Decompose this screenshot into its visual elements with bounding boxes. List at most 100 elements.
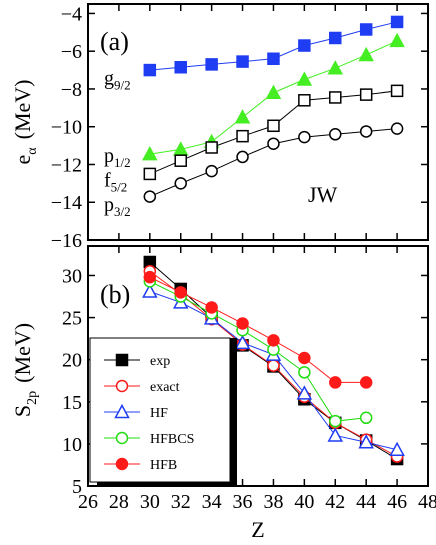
panel-a-data-point xyxy=(205,141,218,154)
legend-items: exp exact HF HFBCS HFB xyxy=(104,353,194,473)
panel-a-data-point xyxy=(390,84,404,98)
panel-b-y-axis-title: S2p (MeV) xyxy=(10,323,40,417)
panel-a-data-point xyxy=(205,164,218,178)
panel-a-data-point xyxy=(143,167,157,181)
panel-a-data-point xyxy=(205,58,218,71)
level-label-base: p xyxy=(104,194,114,216)
panel-a-data-point xyxy=(236,55,249,68)
panel-a-data-point xyxy=(296,71,313,86)
x-tick-label: 40 xyxy=(294,491,314,513)
x-tick-label: 36 xyxy=(233,491,253,513)
panel-b-data-point xyxy=(174,286,187,299)
x-axis-title: Z xyxy=(251,517,264,542)
panel-a-level-labels: g9/2p1/2f5/2p3/2 xyxy=(104,68,131,219)
panel-b-data-point xyxy=(267,359,280,372)
level-label-subscript: 3/2 xyxy=(114,204,131,219)
panel-a-data-point xyxy=(359,125,373,138)
panel-a-data-point xyxy=(298,39,311,52)
panel-b-data-point xyxy=(329,376,342,389)
panel-a-y-tick-label: −10 xyxy=(51,117,82,139)
panel-a-data-point xyxy=(329,128,342,141)
x-tick-label: 32 xyxy=(171,491,191,513)
x-tick-label: 30 xyxy=(140,491,160,513)
panel-b-data-point xyxy=(298,351,311,365)
panel-a-y-axis-subscript: α xyxy=(25,147,40,155)
panel-b-data-point xyxy=(236,317,249,330)
panel-b-data-point xyxy=(358,434,374,449)
panel-a-data-point xyxy=(267,137,280,150)
level-label: p3/2 xyxy=(104,194,131,219)
panel-a-data-point xyxy=(172,141,189,156)
panel-a-series xyxy=(142,15,405,203)
panel-b-data-point xyxy=(205,301,218,314)
panel-b-ticks: 5 10 15 20 25 30 26 28 30 32 34 36 38 40 42 44 46 48 xyxy=(62,246,436,513)
panel-a-data-point xyxy=(143,190,157,203)
level-label-subscript: 5/2 xyxy=(111,180,128,195)
legend-label: exact xyxy=(150,380,180,395)
legend-marker xyxy=(115,457,129,471)
panel-b-y-tick-label: 15 xyxy=(62,392,82,414)
panel-a-data-point xyxy=(327,60,344,75)
panel-b-y-tick-label: 25 xyxy=(62,308,82,330)
level-label: p1/2 xyxy=(104,145,131,170)
x-tick-label: 26 xyxy=(78,491,98,513)
level-label: g9/2 xyxy=(104,68,131,93)
legend-marker xyxy=(115,431,129,445)
panel-a-data-point xyxy=(389,32,405,48)
panel-a-data-point xyxy=(236,150,249,164)
legend-label: HF xyxy=(150,406,168,421)
panel-b-series xyxy=(142,255,405,466)
panel-a-y-tick-label: −16 xyxy=(51,230,82,252)
x-tick-label: 42 xyxy=(325,491,345,513)
panel-b-y-tick-label: 30 xyxy=(62,265,82,287)
legend-label: HFBCS xyxy=(150,432,194,447)
panel-a-ticks: −16 −14 −12 −10 −8 −6 −4 xyxy=(51,3,429,252)
panel-a-y-tick-label: −4 xyxy=(61,3,82,25)
panel-a-data-point xyxy=(174,60,187,74)
level-label-base: g xyxy=(104,68,114,90)
panel-a-data-point xyxy=(267,52,280,66)
legend-marker xyxy=(115,379,129,393)
panel-b-data-point xyxy=(267,334,280,347)
panel-b-data-point xyxy=(327,427,344,442)
x-tick-label: 38 xyxy=(263,491,283,513)
panel-a-data-point xyxy=(174,177,187,190)
legend-label: HFB xyxy=(150,458,177,473)
panel-a-data-point xyxy=(143,63,157,77)
panel-b-y-tick-label: 20 xyxy=(62,350,82,372)
panel-b-y-axis-subscript: 2p xyxy=(25,391,40,405)
panel-a-data-point xyxy=(329,91,342,104)
panel-b-data-point xyxy=(329,414,342,428)
level-label-base: f xyxy=(104,170,111,192)
panel-a-data-point xyxy=(298,130,311,144)
panel-a-data-point xyxy=(359,23,373,36)
panel-b-y-tick-label: 5 xyxy=(72,476,82,498)
panel-a-data-point xyxy=(358,46,374,62)
panel-b-data-point xyxy=(359,411,373,425)
panel-b-data-point xyxy=(142,283,158,298)
panel-b-data-point xyxy=(389,441,405,457)
panel-b-y-axis-symbol: S xyxy=(10,405,35,417)
panel-a-data-point xyxy=(234,109,251,124)
panel-a-data-point xyxy=(142,146,158,161)
panel-a-annotation: JW xyxy=(308,182,338,207)
panel-a-data-point xyxy=(298,94,311,107)
legend: exp exact HF HFBCS HFB xyxy=(89,337,237,486)
panel-a-data-point xyxy=(236,129,249,143)
panel-a-y-tick-label: −12 xyxy=(51,154,82,176)
panel-b-data-point xyxy=(296,385,313,400)
x-tick-label: 46 xyxy=(387,491,407,513)
panel-a-y-axis-unit: (MeV) xyxy=(10,80,35,140)
x-tick-label: 44 xyxy=(356,491,376,513)
panel-b-label: (b) xyxy=(100,280,130,309)
panel-a-y-tick-label: −8 xyxy=(61,79,82,101)
panel-a-y-tick-label: −6 xyxy=(61,41,82,63)
x-tick-label: 28 xyxy=(109,491,129,513)
level-label-base: p xyxy=(104,145,114,167)
panel-b-data-point xyxy=(359,376,373,389)
x-tick-label: 34 xyxy=(202,491,222,513)
panel-a-frame xyxy=(87,3,429,241)
panel-b-frame xyxy=(87,245,429,487)
